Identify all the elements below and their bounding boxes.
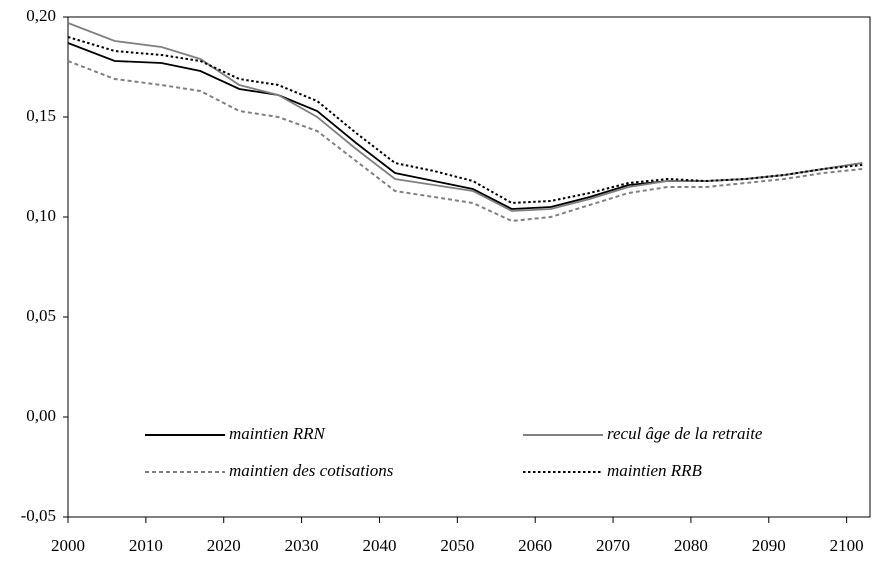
- y-tick-label: 0,10: [26, 206, 56, 225]
- legend-label: maintien des cotisations: [229, 461, 394, 480]
- legend-label: recul âge de la retraite: [607, 424, 763, 443]
- legend-label: maintien RRN: [229, 424, 327, 443]
- x-tick-label: 2100: [830, 536, 864, 555]
- y-tick-label: 0,00: [26, 406, 56, 425]
- series-line: [67, 60, 863, 223]
- x-tick-label: 2000: [51, 536, 85, 555]
- x-tick-label: 2010: [129, 536, 163, 555]
- series-line: [67, 36, 863, 205]
- x-tick-label: 2020: [207, 536, 241, 555]
- y-tick-label: 0,20: [26, 6, 56, 25]
- y-tick-label: -0,05: [21, 506, 56, 525]
- x-tick-label: 2050: [440, 536, 474, 555]
- y-tick-label: 0,05: [26, 306, 56, 325]
- x-tick-label: 2040: [362, 536, 396, 555]
- plot-frame: [67, 16, 871, 518]
- x-tick-label: 2030: [285, 536, 319, 555]
- y-tick-label: 0,15: [26, 106, 56, 125]
- x-tick-label: 2080: [674, 536, 708, 555]
- x-tick-label: 2090: [752, 536, 786, 555]
- x-tick-label: 2060: [518, 536, 552, 555]
- x-tick-label: 2070: [596, 536, 630, 555]
- legend-label: maintien RRB: [607, 461, 703, 480]
